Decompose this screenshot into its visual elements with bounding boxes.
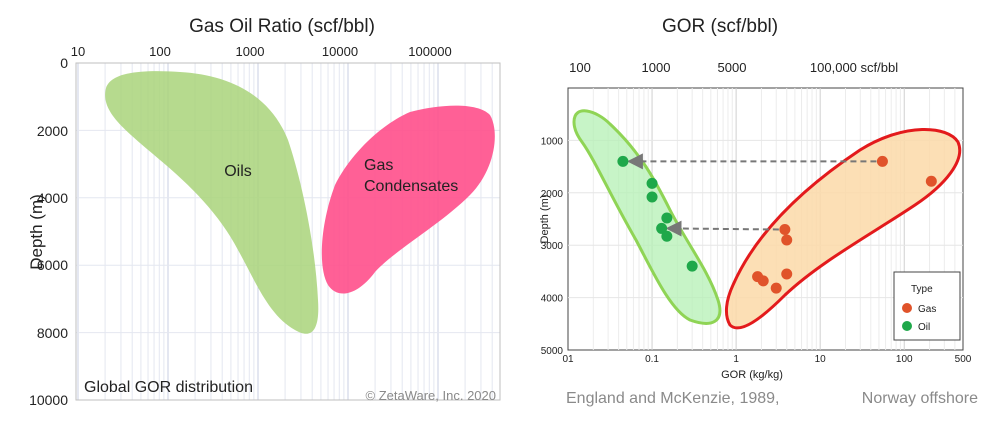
right-y-ticks: 1000 2000 3000 4000 5000 [541, 136, 564, 357]
left-x-tick: 10000 [322, 44, 358, 59]
legend-oil-marker [902, 321, 912, 331]
left-y-axis-label: Depth (m) [27, 194, 46, 270]
gas-point [779, 223, 791, 235]
top-axis-tick: 100 [569, 60, 591, 75]
right-x-tick: 100 [896, 354, 913, 365]
source-left: England and McKenzie, 1989, [566, 390, 779, 407]
right-y-tick: 3000 [541, 241, 564, 252]
source-right: Norway offshore [862, 390, 978, 407]
right-y-tick: 4000 [541, 294, 564, 305]
right-x-tick: 1 [733, 354, 739, 365]
left-y-tick: 10000 [29, 392, 68, 408]
oil-point [661, 212, 673, 224]
left-y-ticks: 0 2000 4000 6000 8000 10000 [29, 55, 68, 408]
left-x-tick: 100 [149, 44, 171, 59]
footer-label: Global GOR distribution [84, 379, 253, 396]
left-x-tick: 1000 [236, 44, 265, 59]
top-axis-tick: 1000 [642, 60, 671, 75]
top-axis-tick: 100,000 scf/bbl [810, 60, 898, 75]
right-x-tick: 500 [955, 354, 972, 365]
oils-region [105, 71, 319, 334]
gas-point [781, 268, 793, 280]
oils-label: Oils [224, 163, 252, 180]
right-chart-title: GOR (scf/bbl) [662, 16, 778, 37]
left-y-tick: 2000 [37, 123, 68, 139]
legend-gas-label: Gas [918, 304, 936, 315]
legend-gas-marker [902, 303, 912, 313]
oil-point [656, 222, 668, 234]
left-plot-border [75, 62, 501, 401]
gas-point [770, 282, 782, 294]
oil-point [646, 191, 658, 203]
left-y-tick: 0 [60, 55, 68, 71]
dashed-arrow [665, 220, 779, 237]
oil-point [686, 260, 698, 272]
arrows [626, 153, 877, 237]
left-regions [105, 71, 495, 334]
gas-label: Gas [364, 157, 393, 174]
data-points [617, 155, 937, 294]
top-axis-tick: 5000 [718, 60, 747, 75]
oil-point [617, 155, 629, 167]
right-top-axis: 100 1000 5000 100,000 scf/bbl [569, 60, 898, 75]
gas-point [781, 234, 793, 246]
left-x-ticks: 10 100 1000 10000 100000 [71, 44, 452, 59]
right-x-ticks: 01 0.1 1 10 100 500 [562, 354, 971, 365]
oil-point [646, 177, 658, 189]
legend: Type Gas Oil [893, 271, 961, 341]
left-x-tick: 100000 [408, 44, 451, 59]
copyright: © ZetaWare, Inc. 2020 [366, 388, 497, 403]
left-x-tick: 10 [71, 44, 85, 59]
right-x-tick: 0.1 [645, 354, 659, 365]
right-y-axis-label: Depth (m) [539, 195, 551, 244]
right-y-tick: 5000 [541, 346, 564, 357]
left-y-tick: 4000 [37, 190, 68, 206]
right-x-axis-label: GOR (kg/kg) [721, 369, 783, 381]
right-x-tick: 10 [815, 354, 827, 365]
right-y-tick: 2000 [541, 189, 564, 200]
condensates-label: Condensates [364, 178, 458, 195]
legend-oil-label: Oil [918, 322, 930, 333]
left-chart: Gas Oil Ratio (scf/bbl) Oils Gas Condens… [27, 16, 501, 408]
left-y-tick: 8000 [37, 325, 68, 341]
gas-condensates-region [321, 105, 495, 294]
right-x-tick: 01 [562, 354, 574, 365]
left-chart-title: Gas Oil Ratio (scf/bbl) [189, 16, 375, 37]
right-y-tick: 1000 [541, 136, 564, 147]
gas-point [925, 175, 937, 187]
gas-point [876, 155, 888, 167]
right-chart: GOR (scf/bbl) 100 1000 5000 100,000 scf/… [539, 16, 978, 407]
gas-point [757, 275, 769, 287]
left-y-tick: 6000 [37, 257, 68, 273]
legend-title: Type [911, 284, 933, 295]
oil-point [661, 230, 673, 242]
oil-envelope [572, 109, 722, 325]
